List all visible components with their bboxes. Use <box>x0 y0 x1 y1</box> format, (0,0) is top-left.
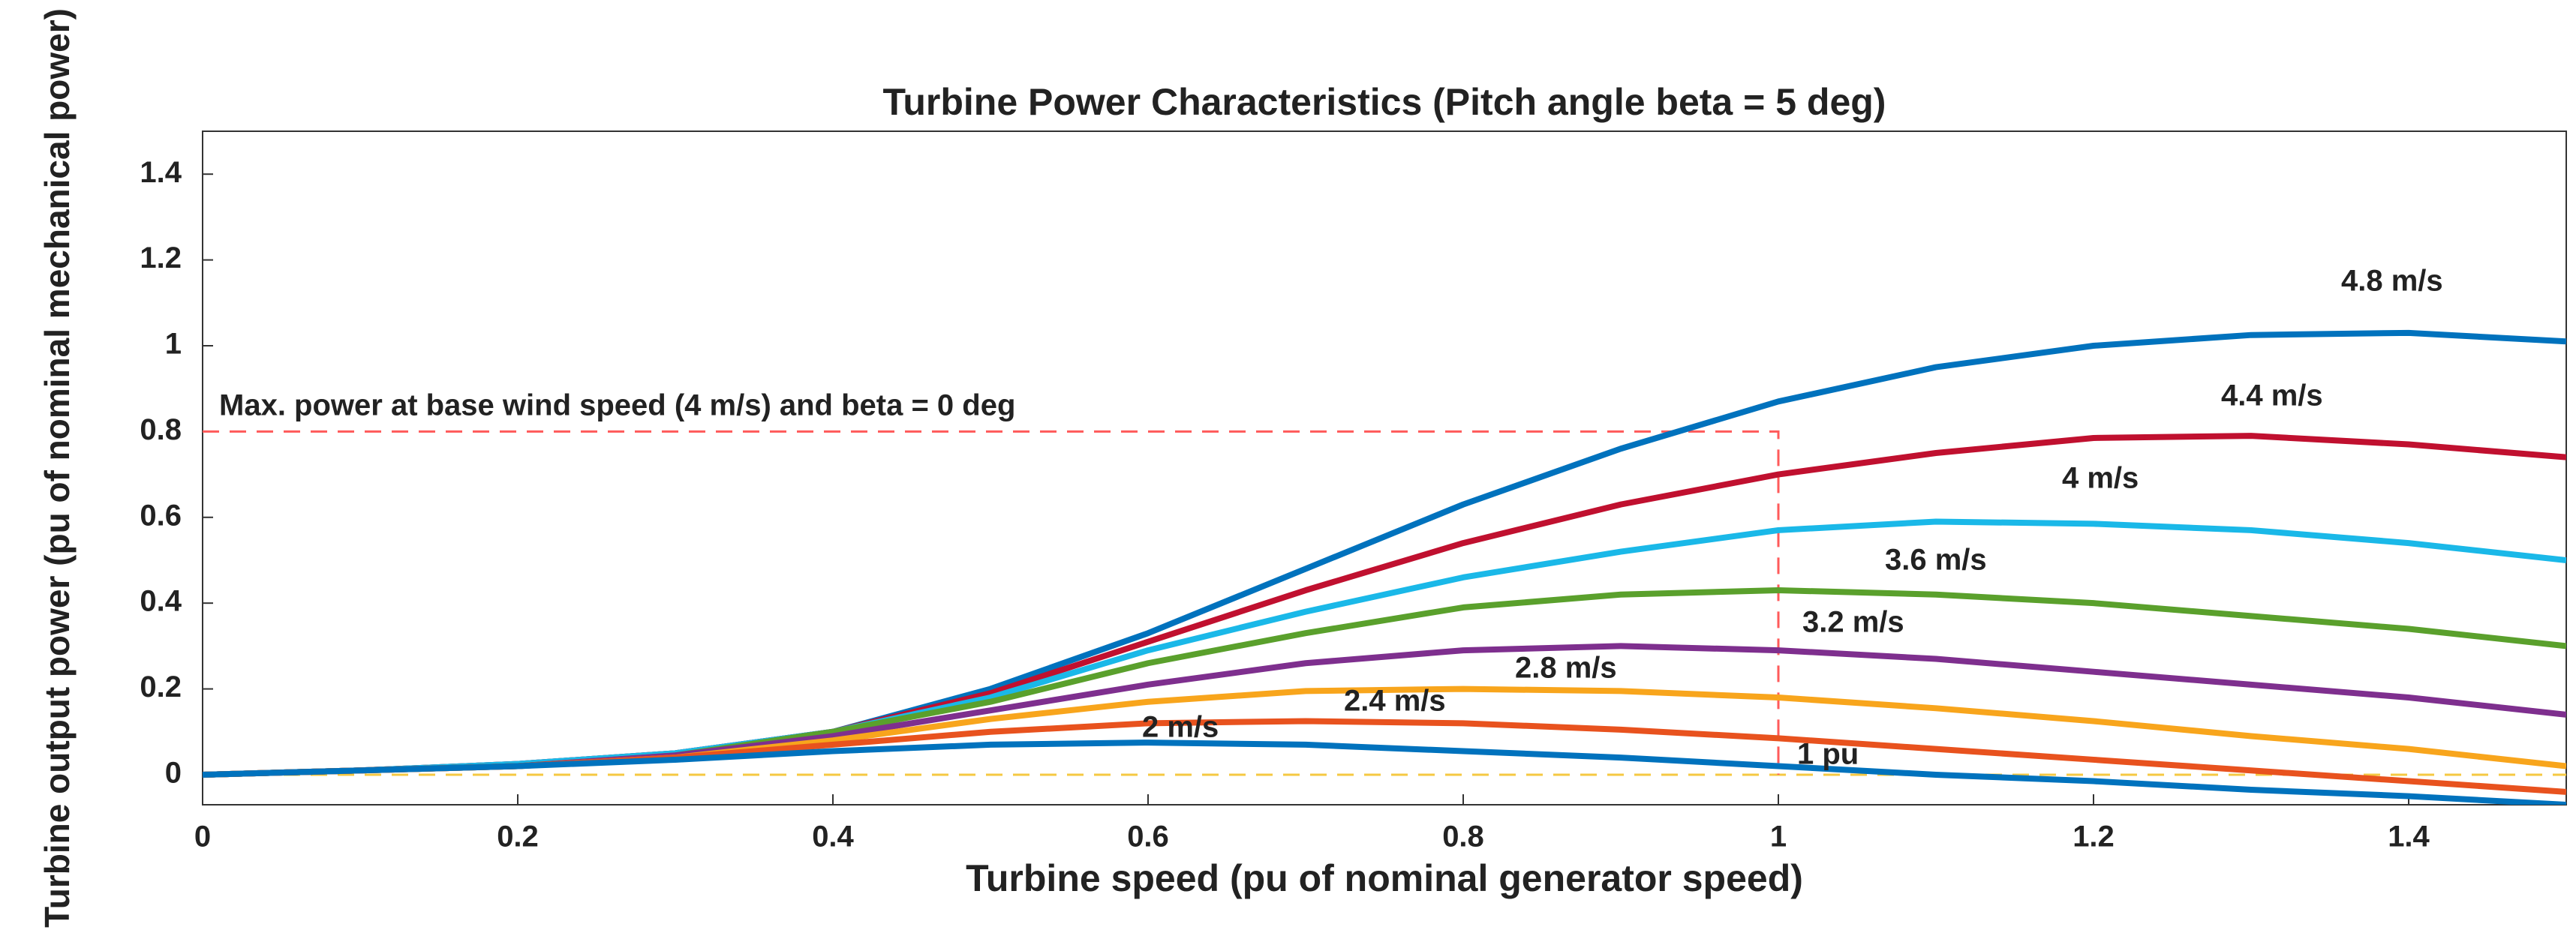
annotation: 1 pu <box>1797 738 1859 771</box>
x-tick-label: 0.6 <box>1127 820 1169 854</box>
x-axis-label: Turbine speed (pu of nominal generator s… <box>966 857 1803 899</box>
y-axis-label: Turbine output power (pu of nominal mech… <box>38 8 77 928</box>
series-label: 4.8 m/s <box>2341 265 2443 298</box>
series-label: 2.4 m/s <box>1344 685 1446 718</box>
chart-title: Turbine Power Characteristics (Pitch ang… <box>883 81 1886 123</box>
y-tick-label: 1.2 <box>140 242 182 274</box>
x-tick-label: 1 <box>1770 820 1787 854</box>
x-tick-label: 0 <box>194 820 211 854</box>
series-label: 2 m/s <box>1142 711 1219 744</box>
y-tick-label: 0.2 <box>140 670 182 704</box>
y-tick-label: 1 <box>165 328 182 361</box>
y-tick-label: 0.4 <box>140 585 182 618</box>
series-label: 2.8 m/s <box>1515 652 1617 685</box>
series-line <box>203 740 2566 805</box>
y-tick-label: 0.8 <box>140 413 182 446</box>
x-tick-label: 1.4 <box>2388 820 2430 854</box>
series-label: 3.2 m/s <box>1802 606 1904 639</box>
y-tick-label: 0.6 <box>140 499 182 532</box>
y-tick-label: 1.4 <box>140 156 182 189</box>
x-tick-label: 1.2 <box>2073 820 2115 854</box>
x-tick-label: 0.2 <box>497 820 539 854</box>
x-tick-label: 0.8 <box>1442 820 1484 854</box>
series-label: 4.4 m/s <box>2221 380 2323 412</box>
series-label: 4 m/s <box>2062 462 2139 495</box>
y-tick-label: 0 <box>165 757 182 790</box>
series-label: 3.6 m/s <box>1885 544 1987 577</box>
base-power-line <box>203 430 1780 775</box>
x-tick-label: 0.4 <box>812 820 854 854</box>
annotation: Max. power at base wind speed (4 m/s) an… <box>219 389 1015 422</box>
